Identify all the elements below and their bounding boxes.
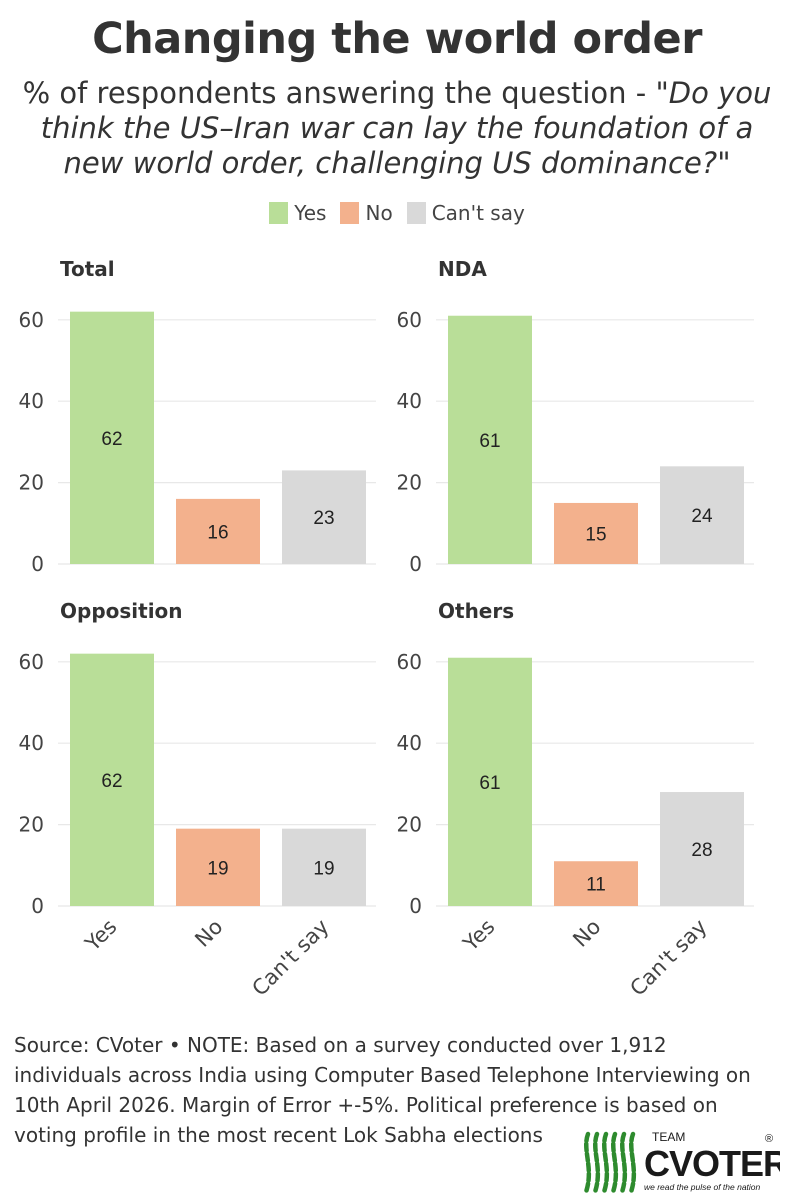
legend-swatch-yes (269, 202, 289, 224)
data-label: 62 (101, 771, 122, 792)
y-tick-label: 40 (19, 389, 44, 413)
data-label: 11 (586, 875, 606, 896)
footer-line-1: Source: CVoter • NOTE: Based on a survey… (14, 1033, 667, 1057)
bar-yes (448, 657, 532, 906)
data-label: 19 (207, 858, 228, 879)
footer-line-3: 10th April 2026. Margin of Error +-5%. P… (14, 1093, 718, 1117)
logo-stripe (583, 1131, 592, 1195)
y-tick-label: 20 (19, 471, 44, 495)
y-tick-label: 0 (31, 552, 44, 576)
logo-registered-mark: ® (765, 1133, 773, 1145)
cvoter-logo: TEAM ® CVOTER we read the pulse of the n… (583, 1130, 780, 1195)
chart-panel-others: Others 0 20 40 60 61 Yes 11 No 28 Can't say (397, 599, 754, 1001)
bar-yes (70, 653, 154, 906)
y-tick-label: 40 (397, 389, 422, 413)
panel-title: Total (60, 257, 115, 281)
bar-no (176, 828, 260, 906)
chart-panel-nda: NDA 0 20 40 60 61 15 24 (397, 257, 754, 576)
panel-title: NDA (438, 257, 487, 281)
x-tick-label: No (568, 915, 605, 952)
logo-stripe (610, 1131, 619, 1195)
footer-line-4: voting profile in the most recent Lok Sa… (14, 1123, 543, 1147)
subtitle-question-part1: "Do you (655, 76, 772, 110)
y-tick-label: 20 (397, 813, 422, 837)
y-tick-label: 60 (19, 308, 44, 332)
data-label: 24 (691, 506, 713, 527)
chart-subtitle: % of respondents answering the question … (0, 76, 794, 181)
bar-yes (70, 311, 154, 564)
legend-item-yes: Yes (269, 201, 326, 225)
footer-line-2: individuals across India using Computer … (14, 1063, 751, 1087)
data-label: 61 (479, 431, 500, 452)
subtitle-question-part3: new world order, challenging US dominanc… (63, 146, 731, 180)
legend-label-cant-say: Can't say (431, 201, 525, 225)
bar-charts: Total 0 20 40 60 62 16 23 NDA 0 20 40 60 61 15 24 Opposi… (19, 257, 754, 1001)
y-tick-label: 60 (397, 650, 422, 674)
logo-stripe (628, 1131, 637, 1195)
bar-cant-say (282, 828, 366, 906)
data-label: 61 (479, 773, 500, 794)
logo-stripe (619, 1131, 628, 1195)
panel-title: Opposition (60, 599, 183, 623)
legend-swatch-no (340, 202, 360, 224)
footer-note: Source: CVoter • NOTE: Based on a survey… (14, 1030, 784, 1150)
subtitle-question-part2: think the US–Iran war can lay the founda… (40, 111, 754, 145)
legend-swatch-cant-say (406, 202, 426, 224)
subtitle-intro: % of respondents answering the question … (22, 76, 656, 110)
logo-stripes-icon (583, 1131, 637, 1195)
y-tick-label: 60 (397, 308, 422, 332)
bar-cant-say (282, 470, 366, 564)
logo-stripe (592, 1131, 601, 1195)
bar-no (554, 502, 638, 564)
x-tick-label: No (190, 915, 227, 952)
legend: Yes No Can't say (0, 201, 794, 225)
legend-label-yes: Yes (294, 201, 327, 225)
y-tick-label: 0 (409, 894, 422, 918)
y-tick-label: 0 (31, 894, 44, 918)
subtitle-line-1: % of respondents answering the question … (0, 76, 794, 111)
logo-brand-text: CVOTER (644, 1143, 780, 1184)
legend-item-cant-say: Can't say (406, 201, 525, 225)
legend-item-no: No (340, 201, 393, 225)
bar-cant-say (660, 466, 744, 564)
logo-stripe (601, 1131, 610, 1195)
panel-title: Others (438, 599, 514, 623)
x-tick-label: Can't say (625, 915, 711, 1001)
y-tick-label: 40 (19, 731, 44, 755)
chart-panel-opposition: Opposition 0 20 40 60 62 Yes 19 No 19 Can't say (19, 599, 376, 1001)
x-tick-label: Yes (458, 915, 500, 957)
y-tick-label: 0 (409, 552, 422, 576)
bar-cant-say (660, 792, 744, 906)
data-label: 28 (691, 840, 712, 861)
x-tick-label: Yes (80, 915, 122, 957)
y-tick-label: 20 (19, 813, 44, 837)
bar-no (554, 861, 638, 906)
bar-yes (448, 315, 532, 564)
data-label: 19 (313, 858, 334, 879)
chart-title: Changing the world order (92, 14, 702, 64)
chart-panel-total: Total 0 20 40 60 62 16 23 (19, 257, 376, 576)
y-tick-label: 20 (397, 471, 422, 495)
legend-label-no: No (365, 201, 393, 225)
logo-tagline: we read the pulse of the nation (644, 1182, 761, 1192)
data-label: 15 (585, 524, 606, 545)
y-tick-label: 60 (19, 650, 44, 674)
bar-no (176, 498, 260, 564)
x-tick-label: Can't say (247, 915, 333, 1001)
logo-team-text: TEAM (652, 1130, 685, 1144)
data-label: 62 (101, 429, 122, 450)
y-tick-label: 40 (397, 731, 422, 755)
data-label: 23 (313, 508, 334, 529)
data-label: 16 (207, 522, 228, 543)
